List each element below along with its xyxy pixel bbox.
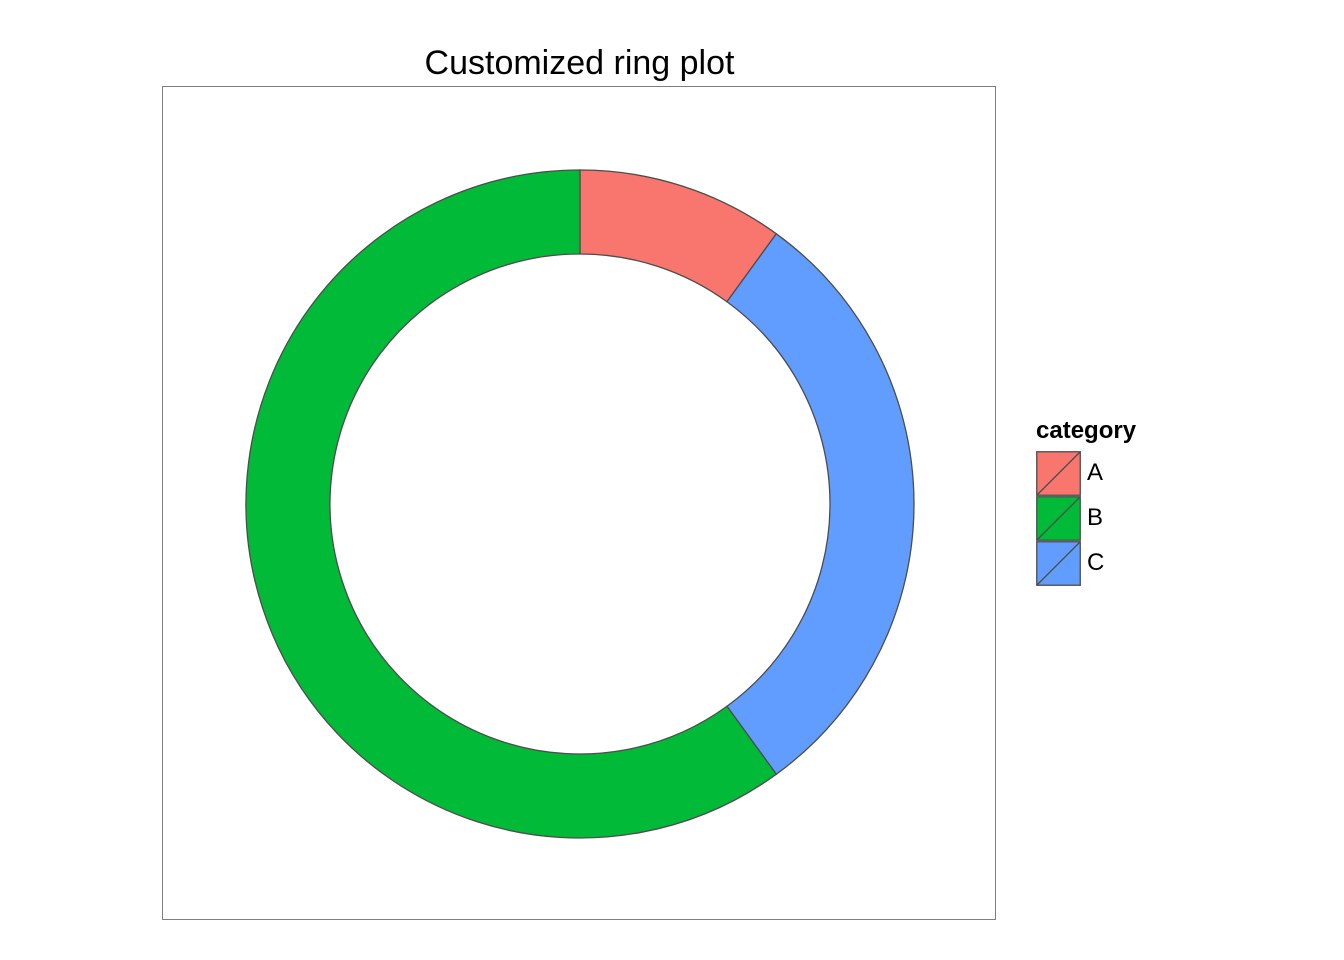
legend-label-a: A	[1087, 459, 1104, 486]
chart-title: Customized ring plot	[424, 44, 735, 82]
ring-slice-b	[245, 169, 778, 839]
ring-chart	[245, 169, 915, 839]
legend-key-b	[1036, 496, 1081, 541]
ring-slice-c	[726, 232, 915, 776]
legend-key-a	[1036, 451, 1081, 496]
legend-label-c: C	[1087, 549, 1105, 576]
legend-item-a: A	[1036, 451, 1136, 496]
legend-key-c	[1036, 541, 1081, 586]
legend-item-c: C	[1036, 541, 1136, 586]
legend-label-b: B	[1087, 504, 1104, 531]
legend-item-b: B	[1036, 496, 1136, 541]
legend-title: category	[1036, 417, 1137, 444]
plot-panel	[162, 86, 996, 920]
